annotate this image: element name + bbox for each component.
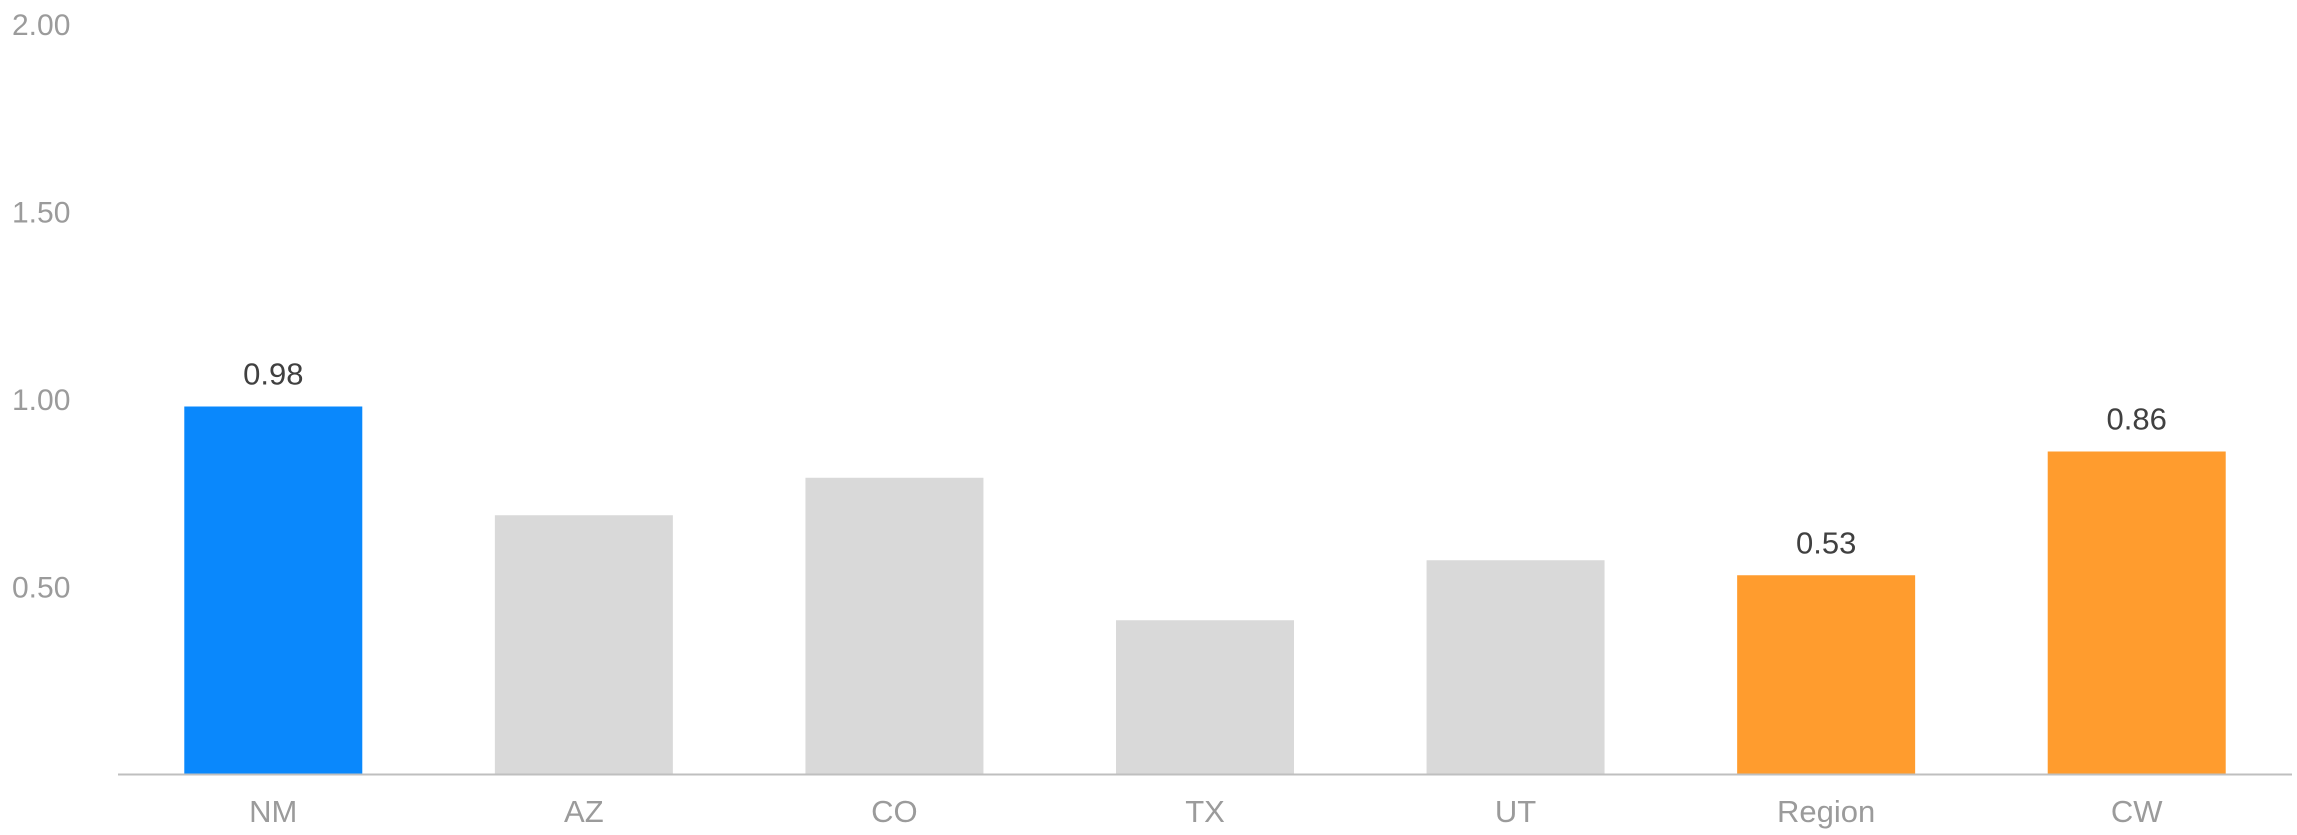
data-label-nm: 0.98	[243, 357, 303, 392]
data-labels: 0.98 0.53 0.86	[243, 357, 2167, 561]
bar-nm	[184, 406, 363, 774]
data-label-cw: 0.86	[2107, 402, 2167, 437]
x-tick-label: UT	[1495, 794, 1536, 829]
data-label-region: 0.53	[1796, 525, 1856, 560]
y-tick-label: 1.50	[12, 197, 70, 230]
y-tick-label: 0.50	[12, 572, 70, 605]
bar-ut	[1426, 560, 1605, 774]
x-tick-label: NM	[249, 794, 297, 829]
x-tick-label: TX	[1185, 794, 1225, 829]
bar-tx	[1116, 620, 1294, 774]
x-axis: NM AZ CO TX UT Region CW	[249, 794, 2163, 829]
y-tick-label: 2.00	[12, 9, 70, 42]
bar-az	[494, 515, 673, 774]
y-tick-label: 1.00	[12, 384, 70, 417]
x-tick-label: CW	[2111, 794, 2163, 829]
y-axis: 0.50 1.00 1.50 2.00	[12, 9, 70, 605]
x-tick-label: AZ	[564, 794, 604, 829]
bar-region	[1737, 575, 1916, 774]
bar-series	[184, 406, 2226, 774]
x-tick-label: Region	[1777, 794, 1875, 829]
bar-cw	[2047, 451, 2226, 774]
x-tick-label: CO	[871, 794, 918, 829]
bar-co	[805, 477, 984, 774]
